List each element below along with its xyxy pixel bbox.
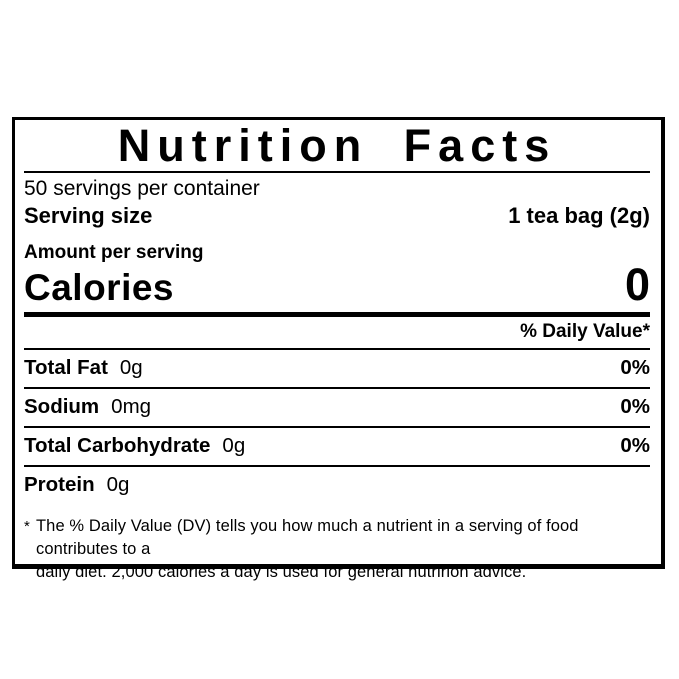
nutrient-name: Sodium — [24, 395, 100, 418]
nutrient-row-sodium: Sodium 0mg 0% — [24, 389, 650, 426]
nutrient-amount: 0g — [106, 473, 130, 496]
divider-above-sodium — [24, 387, 650, 389]
nutrient-name: Total Fat — [24, 356, 108, 379]
nutrient-name-amount: Total Fat 0g — [24, 355, 143, 381]
calories-row: Calories 0 — [24, 259, 650, 310]
serving-size-row: Serving size 1 tea bag (2g) — [24, 203, 650, 229]
nutrition-facts-label: Nutrition Facts 50 servings per containe… — [12, 117, 665, 581]
nutrient-row-protein: Protein 0g — [24, 467, 650, 504]
footnote-text: The % Daily Value (DV) tells you how muc… — [36, 515, 650, 584]
nutrient-amount: 0g — [222, 434, 246, 457]
footnote-line-2: daily diet. 2,000 calories a day is used… — [36, 563, 527, 581]
nutrient-amount: 0g — [119, 356, 143, 379]
nutrient-row-total-fat: Total Fat 0g 0% — [24, 350, 650, 387]
nutrient-name-amount: Sodium 0mg — [24, 394, 151, 420]
serving-size-value: 1 tea bag (2g) — [508, 203, 650, 228]
divider-under-calories — [24, 312, 650, 317]
divider-under-title — [24, 171, 650, 173]
nutrient-name-amount: Protein 0g — [24, 472, 129, 498]
footnote-asterisk: * — [24, 518, 30, 535]
footnote-line-1: The % Daily Value (DV) tells you how muc… — [36, 517, 579, 558]
label-title: Nutrition Facts — [117, 120, 557, 171]
nutrient-daily-value: 0% — [620, 356, 650, 379]
divider-above-protein — [24, 465, 650, 467]
footnote: * The % Daily Value (DV) tells you how m… — [24, 515, 650, 584]
nutrient-name: Protein — [24, 473, 95, 496]
serving-size-label: Serving size — [24, 203, 153, 228]
amount-per-serving-label: Amount per serving — [24, 242, 204, 263]
daily-value-header: % Daily Value* — [520, 321, 650, 342]
label-content: Nutrition Facts 50 servings per containe… — [15, 120, 661, 581]
nutrient-name: Total Carbohydrate — [24, 434, 211, 457]
divider-above-carbohydrate — [24, 426, 650, 428]
servings-per-container: 50 servings per container — [24, 177, 260, 200]
nutrient-name-amount: Total Carbohydrate 0g — [24, 433, 245, 459]
calories-value: 0 — [624, 259, 650, 310]
nutrient-daily-value: 0% — [620, 434, 650, 457]
nutrient-row-carbohydrate: Total Carbohydrate 0g 0% — [24, 428, 650, 465]
divider-above-total-fat — [24, 348, 650, 350]
nutrient-daily-value: 0% — [620, 395, 650, 418]
nutrient-amount: 0mg — [111, 395, 152, 418]
calories-label: Calories — [24, 267, 175, 308]
